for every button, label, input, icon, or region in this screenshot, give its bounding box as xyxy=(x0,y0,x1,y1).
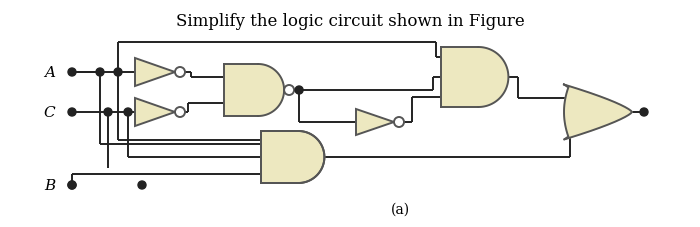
Circle shape xyxy=(96,69,104,77)
Circle shape xyxy=(68,181,76,189)
Circle shape xyxy=(68,109,76,116)
Circle shape xyxy=(284,86,294,96)
Polygon shape xyxy=(261,131,324,183)
Polygon shape xyxy=(135,99,175,126)
Polygon shape xyxy=(135,59,175,87)
Text: A: A xyxy=(44,66,55,80)
Circle shape xyxy=(114,69,122,77)
Text: B: B xyxy=(43,178,55,192)
Circle shape xyxy=(104,109,112,116)
Text: Simplify the logic circuit shown in Figure: Simplify the logic circuit shown in Figu… xyxy=(176,13,524,30)
Circle shape xyxy=(68,181,76,189)
Polygon shape xyxy=(441,48,508,108)
Circle shape xyxy=(175,108,185,118)
Text: (a): (a) xyxy=(391,202,409,216)
Polygon shape xyxy=(224,65,284,116)
Circle shape xyxy=(68,69,76,77)
Circle shape xyxy=(394,118,404,127)
Circle shape xyxy=(138,181,146,189)
Polygon shape xyxy=(261,131,324,183)
Circle shape xyxy=(124,109,132,116)
Circle shape xyxy=(295,87,303,95)
Circle shape xyxy=(640,109,648,116)
Text: C: C xyxy=(43,106,55,119)
Polygon shape xyxy=(356,109,394,135)
Circle shape xyxy=(175,68,185,78)
Polygon shape xyxy=(564,85,632,140)
